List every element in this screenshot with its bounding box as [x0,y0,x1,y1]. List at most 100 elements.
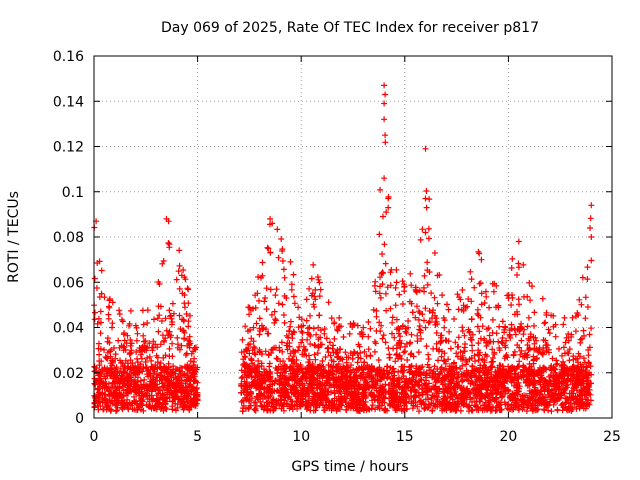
data-point [186,407,193,413]
data-point [138,385,145,392]
data-point [380,213,386,220]
data-point [178,386,185,393]
data-point [185,337,192,344]
data-point [468,276,475,283]
data-point [440,357,447,364]
data-point [343,354,350,361]
data-point [107,366,114,373]
data-point [175,380,182,387]
data-point [178,342,185,349]
data-point [184,386,191,393]
data-point [524,342,531,348]
data-point [157,364,164,371]
data-point [423,370,430,377]
data-point [186,342,193,349]
data-point [434,300,441,307]
data-point [92,309,98,316]
data-point [128,388,135,395]
data-point [146,398,153,405]
data-point [424,361,431,368]
data-point [128,347,135,354]
data-point [113,408,119,415]
data-point [408,331,415,338]
data-point [382,91,389,98]
data-point [393,279,400,286]
data-point [166,328,173,335]
data-point [99,366,105,373]
data-point [423,343,430,350]
data-point [453,350,460,357]
data-point [317,286,324,293]
data-point [191,373,198,380]
data-point [407,339,414,346]
data-point [127,307,134,314]
data-point [117,357,123,364]
data-point [325,299,332,306]
data-point [97,308,104,315]
data-point [316,312,323,319]
data-point [313,331,320,338]
data-point [414,303,420,310]
data-point [408,350,415,357]
data-point [172,393,179,400]
data-point [162,315,169,322]
data-point [175,373,181,380]
data-point [327,352,334,359]
data-point [425,356,432,362]
data-point [163,406,170,413]
data-point [113,364,120,371]
data-point [419,226,426,233]
data-point [371,348,378,355]
data-point [580,355,587,362]
data-point [181,390,188,397]
data-point [526,337,533,344]
data-point [239,408,246,415]
data-point [422,324,429,331]
data-point [181,292,188,298]
data-point [168,332,174,339]
data-point [251,406,258,413]
data-point [281,274,288,281]
y-tick-label: 0.1 [62,185,84,201]
data-point [187,366,194,373]
data-point [109,320,116,327]
data-point [192,378,199,385]
data-point [185,300,192,307]
data-point [133,398,140,405]
data-point [155,328,162,335]
data-point [381,82,388,89]
data-point [441,358,448,365]
data-point [129,400,136,407]
data-point [376,290,383,297]
data-point [584,304,591,310]
data-point [587,225,593,231]
data-point [174,366,180,372]
data-point [502,401,509,408]
data-point [399,301,406,307]
data-point [120,387,127,394]
data-point [423,204,430,211]
data-point [478,290,485,297]
data-point [185,286,192,293]
data-point [447,345,454,352]
data-point [98,378,105,385]
data-point [176,247,183,254]
data-point [373,313,380,320]
data-point [381,116,388,123]
data-point [295,324,302,331]
y-tick-label: 0 [75,411,84,427]
data-point [263,285,270,292]
data-point [408,282,415,289]
data-point [328,357,335,364]
data-point [489,346,496,353]
data-point [373,307,380,314]
data-point [481,300,488,306]
data-point [291,349,297,356]
data-point [180,318,187,325]
data-point [169,340,176,347]
data-point [376,319,383,326]
x-tick-label: 15 [396,429,414,445]
data-point [396,291,403,298]
data-point [423,188,430,194]
data-point [514,272,520,278]
